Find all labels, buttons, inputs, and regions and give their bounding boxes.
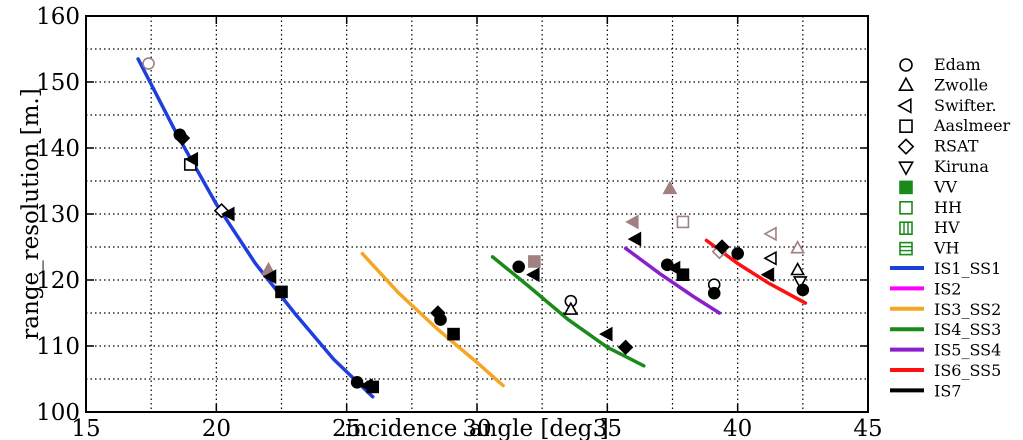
legend-label-series: IS3_SS2 bbox=[934, 300, 1001, 319]
x-tick-label: 40 bbox=[723, 416, 752, 440]
legend-label-site: RSAT bbox=[934, 137, 979, 156]
legend-marker-triangle-left bbox=[897, 97, 912, 114]
data-point-triangle-up bbox=[662, 180, 678, 195]
data-point-triangle-left bbox=[599, 326, 613, 342]
legend-label-site: Edam bbox=[934, 55, 981, 74]
legend-label-site: Aaslmeer bbox=[933, 116, 1011, 135]
legend-label-series: IS7 bbox=[934, 381, 961, 400]
legend-label-series: IS6_SS5 bbox=[934, 361, 1001, 380]
y-tick-label: 140 bbox=[36, 136, 80, 162]
data-point-triangle-left bbox=[262, 269, 277, 285]
grid bbox=[86, 16, 868, 412]
data-point-triangle-down bbox=[792, 276, 808, 290]
y-tick-label: 100 bbox=[36, 400, 80, 426]
legend-label-site: Zwolle bbox=[934, 75, 988, 94]
legend-swatch-vv bbox=[899, 180, 913, 195]
data-point-square bbox=[447, 327, 460, 341]
legend-marker-diamond bbox=[897, 138, 915, 155]
series-curves bbox=[136, 57, 808, 399]
legend-label-polarization: VV bbox=[933, 177, 958, 196]
x-tick-label: 15 bbox=[71, 416, 100, 440]
data-point-square bbox=[366, 380, 380, 394]
x-tick-label: 25 bbox=[332, 416, 361, 440]
y-tick-label: 150 bbox=[36, 70, 80, 96]
legend-marker-square bbox=[899, 119, 913, 133]
x-tick-label: 20 bbox=[202, 416, 231, 440]
data-point-square bbox=[676, 268, 690, 282]
legend-label-site: Kiruna bbox=[934, 157, 989, 176]
data-point-circle bbox=[142, 57, 155, 70]
data-point-triangle-left bbox=[625, 214, 639, 230]
axis-ticks: 15 20 25 30 35 40 45 100 110 120 130 140 150 160 bbox=[36, 4, 883, 440]
legend-swatch-vh bbox=[899, 241, 913, 256]
series-line-is5-ss4 bbox=[623, 246, 722, 315]
legend-label-series: IS4_SS3 bbox=[934, 320, 1001, 339]
legend-label-polarization: HV bbox=[934, 218, 960, 237]
data-point-circle bbox=[512, 260, 526, 274]
data-point-triangle-up bbox=[790, 261, 806, 276]
data-point-square bbox=[676, 215, 690, 229]
legend-swatch-hh bbox=[899, 201, 913, 215]
data-point-triangle-left bbox=[184, 151, 199, 167]
y-tick-label: 160 bbox=[36, 4, 80, 30]
data-point-triangle-left bbox=[763, 226, 777, 242]
x-axis-title: incidence_angle [deg.] bbox=[345, 416, 608, 440]
legend-marker-triangle-up bbox=[898, 76, 914, 91]
data-point-triangle-left bbox=[760, 267, 775, 283]
data-point-circle bbox=[707, 286, 721, 300]
x-tick-label: 45 bbox=[853, 416, 882, 440]
legend-swatch-hv bbox=[899, 221, 913, 235]
data-point-circle bbox=[350, 375, 364, 389]
data-point-circle bbox=[796, 283, 810, 297]
legend-label-site: Swifter. bbox=[934, 96, 997, 115]
legend-marker-triangle-down bbox=[898, 161, 914, 176]
data-markers bbox=[142, 57, 810, 394]
data-point-square bbox=[528, 255, 541, 268]
data-point-diamond bbox=[714, 239, 730, 255]
data-point-diamond bbox=[174, 130, 191, 146]
data-point-triangle-up bbox=[790, 240, 806, 254]
data-point-square bbox=[275, 285, 288, 299]
legend-label-polarization: HH bbox=[934, 198, 962, 217]
series-line-is1-ss1 bbox=[136, 57, 375, 399]
data-point-circle bbox=[731, 247, 744, 260]
y-tick-label: 130 bbox=[36, 202, 80, 228]
data-point-triangle-up bbox=[563, 301, 579, 315]
legend-label-series: IS5_SS4 bbox=[934, 341, 1001, 360]
y-tick-label: 110 bbox=[36, 334, 80, 360]
legend-label-polarization: VH bbox=[933, 239, 960, 258]
data-point-triangle-left bbox=[526, 267, 540, 283]
y-axis-title: range_resolution [m.] bbox=[18, 88, 44, 339]
series-line-is4-ss3 bbox=[490, 255, 646, 368]
x-tick-label: 30 bbox=[462, 416, 491, 440]
legend-marker-circle bbox=[899, 58, 913, 72]
data-point-triangle-left bbox=[221, 206, 235, 222]
series-line-is3-ss2 bbox=[360, 251, 505, 388]
data-point-diamond bbox=[617, 339, 634, 356]
legend-label-series: IS2 bbox=[934, 279, 961, 298]
data-point-triangle-left bbox=[627, 231, 642, 247]
y-tick-label: 120 bbox=[36, 268, 80, 294]
data-point-triangle-left bbox=[763, 250, 777, 266]
legend-label-series: IS1_SS1 bbox=[934, 259, 1001, 278]
data-point-circle bbox=[434, 313, 447, 326]
x-tick-label: 35 bbox=[593, 416, 622, 440]
